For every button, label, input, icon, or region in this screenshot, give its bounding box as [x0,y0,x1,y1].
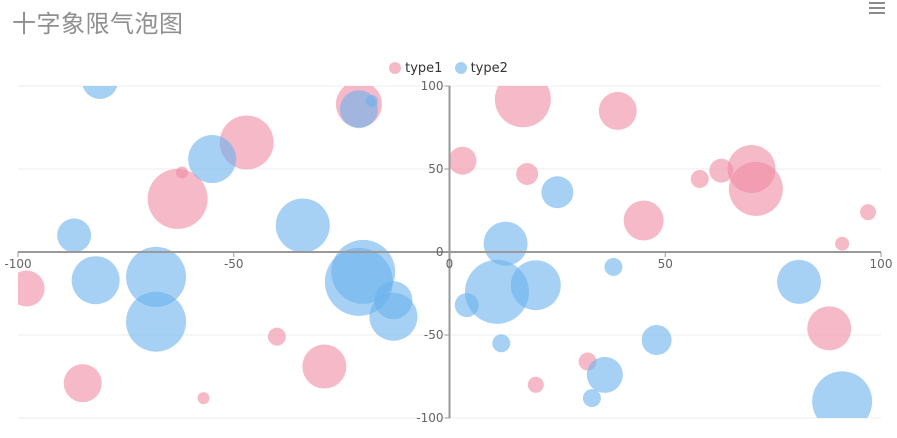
menu-bar [869,7,885,9]
legend-item-type2[interactable]: type2 [454,61,508,76]
bubble-type1[interactable] [728,161,783,216]
x-tick-label: 0 [446,257,454,271]
bubble-type1[interactable] [175,166,188,179]
y-tick-label: 50 [428,162,443,176]
bubble-type1[interactable] [598,91,637,130]
x-tick-label: -100 [4,257,31,271]
bubble-type1[interactable] [623,200,664,241]
bubble-type2[interactable] [604,257,623,276]
y-tick-label: 0 [436,245,444,259]
x-tick-label: 50 [658,257,673,271]
bubble-type1[interactable] [448,146,477,175]
bubble-type1[interactable] [302,344,347,389]
bubble-type1[interactable] [63,364,102,403]
legend-marker-type2 [454,62,467,74]
bubble-type2[interactable] [641,324,672,355]
bubble-type1[interactable] [860,204,877,221]
bubble-type1[interactable] [527,376,544,393]
y-tick-label: -50 [424,328,444,342]
bubble-type2[interactable] [126,246,187,307]
legend: type1 type2 [0,61,897,76]
bubble-type1[interactable] [709,158,734,183]
bubble-type1[interactable] [494,71,551,128]
hamburger-menu-icon[interactable] [869,2,885,14]
legend-label-type2: type2 [470,61,508,76]
bubble-type1[interactable] [267,327,286,346]
y-tick-label: -100 [416,411,443,425]
bubble-type2[interactable] [510,260,561,311]
x-tick-label: -50 [224,257,244,271]
bubble-type1[interactable] [147,168,208,229]
menu-bar [869,12,885,14]
bubble-type2[interactable] [582,389,601,408]
bubble-type2[interactable] [369,292,418,341]
x-tick-label: 100 [870,257,893,271]
bubble-type2[interactable] [126,291,187,352]
bubble-type2[interactable] [492,334,511,353]
bubble-type2[interactable] [82,63,118,100]
legend-item-type1[interactable]: type1 [389,61,442,76]
menu-bar [869,2,885,4]
bubble-type2[interactable] [188,135,237,184]
bubble-type1[interactable] [197,392,210,405]
bubble-type2[interactable] [812,371,873,431]
bubble-type2[interactable] [365,94,378,107]
bubble-type1[interactable] [516,162,539,185]
bubble-type2[interactable] [586,356,623,393]
bubble-type2[interactable] [57,218,92,253]
bubble-type2[interactable] [483,221,528,266]
chart-title: 十字象限气泡图 [12,10,184,38]
y-tick-label: 100 [421,79,444,93]
bubble-type1[interactable] [690,169,709,188]
bubble-type1[interactable] [835,236,850,251]
bubble-layer [9,63,877,431]
bubble-type1[interactable] [9,270,45,307]
bubble-type2[interactable] [275,198,330,253]
bubble-type1[interactable] [807,306,852,351]
legend-label-type1: type1 [405,61,443,76]
bubble-type2[interactable] [71,256,120,305]
bubble-type2[interactable] [777,259,822,304]
legend-marker-type1 [389,62,402,74]
bubble-type2[interactable] [541,176,574,209]
